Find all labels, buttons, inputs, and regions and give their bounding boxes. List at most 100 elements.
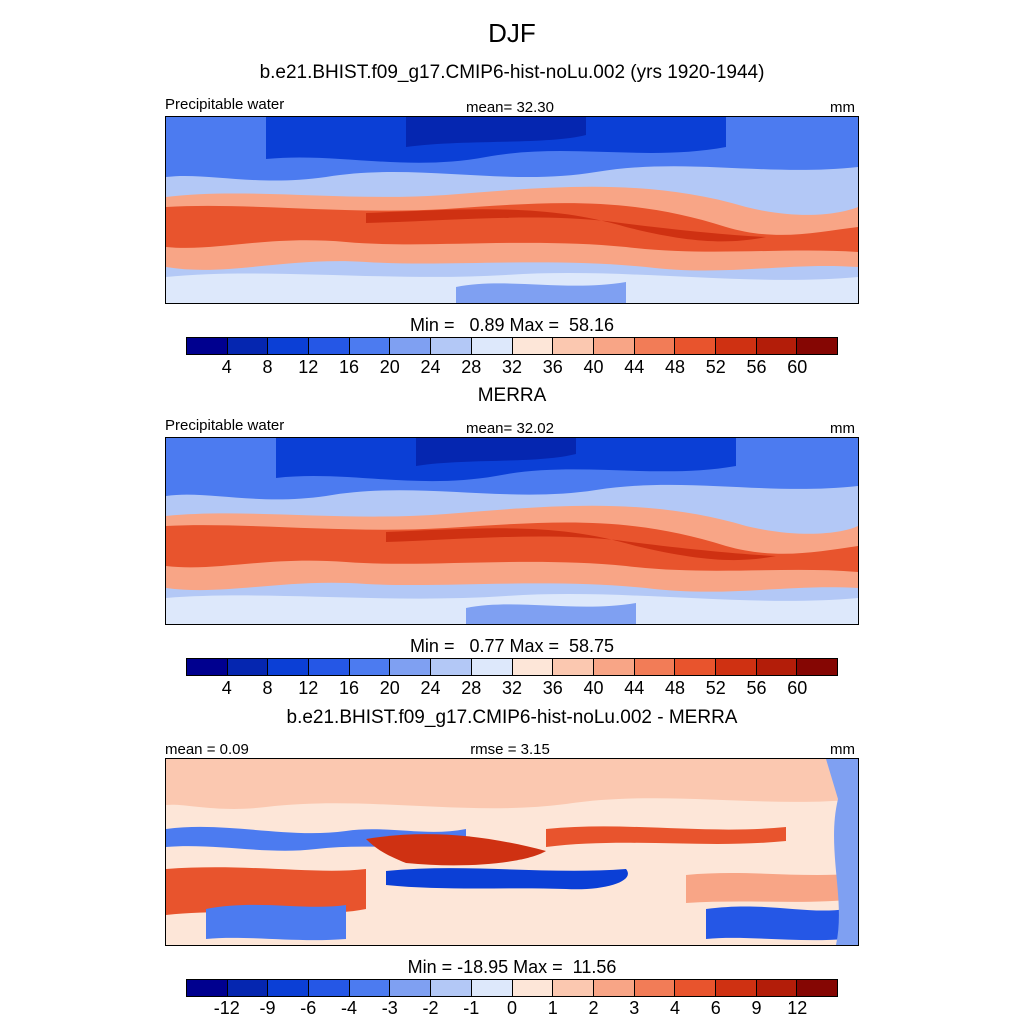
colorbar-swatch (756, 659, 798, 675)
colorbar-swatch (431, 659, 472, 675)
panel3-heading: b.e21.BHIST.f09_g17.CMIP6-hist-noLu.002 … (286, 707, 738, 728)
panel2-units-label: mm (830, 420, 855, 437)
colorbar-tick-label: 4 (221, 678, 232, 698)
colorbar-swatch (268, 338, 310, 354)
colorbar-swatch (431, 980, 472, 996)
colorbar-swatch (797, 659, 837, 675)
colorbar-swatch (431, 338, 472, 354)
colorbar-tick-label: 32 (501, 678, 523, 698)
panel2-heading: MERRA (477, 385, 547, 406)
colorbar-swatch (512, 659, 554, 675)
colorbar-tick-label: 16 (338, 357, 360, 377)
colorbar-swatch (390, 980, 432, 996)
colorbar-swatch (715, 980, 757, 996)
colorbar-tick-label: 24 (420, 357, 441, 377)
panel2-colorbar (186, 658, 838, 676)
panel2-minmax: Min = 0.77 Max = 58.75 (409, 636, 615, 656)
panel3-mean-label: mean = 0.09 (165, 741, 249, 758)
colorbar-swatch (675, 338, 716, 354)
colorbar-tick-label: 2 (588, 998, 599, 1018)
panel1-mean-label: mean= 32.30 (466, 99, 554, 116)
colorbar-swatch (390, 338, 432, 354)
colorbar-swatch (187, 659, 228, 675)
colorbar-swatch (471, 980, 513, 996)
colorbar-swatch (675, 659, 716, 675)
panel2-variable-label: Precipitable water (165, 417, 285, 434)
colorbar-swatch (553, 338, 594, 354)
colorbar-swatch (593, 980, 635, 996)
colorbar-swatch (634, 338, 676, 354)
colorbar-tick-label: 48 (664, 678, 686, 698)
colorbar-tick-label: 28 (461, 678, 482, 698)
panel3-map-field (166, 759, 858, 945)
colorbar-tick-label: 24 (420, 678, 441, 698)
colorbar-swatch (797, 338, 837, 354)
colorbar-swatch (797, 980, 837, 996)
colorbar-swatch (553, 659, 594, 675)
colorbar-swatch (512, 980, 554, 996)
colorbar-tick-label: 9 (751, 998, 762, 1018)
colorbar-swatch (593, 659, 635, 675)
colorbar-tick-label: 20 (379, 678, 400, 698)
panel1-variable-label: Precipitable water (165, 96, 285, 113)
colorbar-tick-label: 28 (461, 357, 482, 377)
colorbar-tick-label: 56 (746, 357, 767, 377)
colorbar-swatch (349, 338, 391, 354)
colorbar-tick-label: 32 (501, 357, 523, 377)
colorbar-tick-label: 0 (506, 998, 517, 1018)
colorbar-swatch (756, 338, 798, 354)
colorbar-tick-label: 40 (583, 357, 604, 377)
colorbar-swatch (309, 659, 350, 675)
panel2-colorbar-ticks: 4 8 12 16 20 24 28 32 36 40 44 48 52 56 60 (186, 678, 838, 700)
panel3-minmax: Min = -18.95 Max = 11.56 (407, 957, 617, 977)
colorbar-swatch (187, 980, 228, 996)
colorbar-tick-label: 16 (338, 678, 360, 698)
colorbar-swatch (471, 659, 513, 675)
panel1-minmax: Min = 0.89 Max = 58.16 (409, 315, 615, 335)
colorbar-tick-label: 1 (547, 998, 558, 1018)
colorbar-swatch (390, 659, 432, 675)
colorbar-swatch (634, 659, 676, 675)
panel1-map-field (166, 117, 858, 303)
panel1-units-label: mm (830, 99, 855, 116)
colorbar-swatch (309, 338, 350, 354)
colorbar-tick-label: 20 (379, 357, 400, 377)
panel3-units-label: mm (830, 741, 855, 758)
colorbar-tick-label: 4 (669, 998, 680, 1018)
panel1-heading: b.e21.BHIST.f09_g17.CMIP6-hist-noLu.002 … (259, 62, 765, 83)
colorbar-tick-label: 40 (583, 678, 604, 698)
colorbar-tick-label: 60 (787, 357, 808, 377)
panel3-map (165, 758, 859, 946)
panel2-map (165, 437, 859, 625)
colorbar-tick-label: -3 (381, 998, 398, 1018)
colorbar-tick-label: 36 (542, 357, 563, 377)
colorbar-tick-label: -6 (300, 998, 317, 1018)
colorbar-tick-label: -2 (422, 998, 439, 1018)
colorbar-tick-label: -12 (213, 998, 240, 1018)
panel3-colorbar (186, 979, 838, 997)
panel1-colorbar (186, 337, 838, 355)
colorbar-tick-label: 44 (624, 357, 645, 377)
colorbar-swatch (471, 338, 513, 354)
colorbar-swatch (227, 980, 269, 996)
colorbar-tick-label: 48 (664, 357, 686, 377)
colorbar-tick-label: 6 (710, 998, 721, 1018)
colorbar-tick-label: 52 (705, 678, 726, 698)
colorbar-swatch (715, 338, 757, 354)
colorbar-tick-label: 12 (787, 998, 808, 1018)
colorbar-swatch (268, 659, 310, 675)
colorbar-tick-label: 56 (746, 678, 767, 698)
colorbar-tick-label: -9 (259, 998, 276, 1018)
colorbar-swatch (268, 980, 310, 996)
colorbar-swatch (512, 338, 554, 354)
colorbar-swatch (756, 980, 798, 996)
colorbar-tick-label: 4 (221, 357, 232, 377)
panel3-rmse-label: rmse = 3.15 (470, 741, 550, 758)
colorbar-swatch (675, 980, 716, 996)
colorbar-swatch (715, 659, 757, 675)
colorbar-tick-label: 12 (298, 357, 319, 377)
colorbar-tick-label: 3 (629, 998, 640, 1018)
colorbar-swatch (593, 338, 635, 354)
panel3-colorbar-ticks: -12 -9 -6 -4 -3 -2 -1 0 1 2 3 4 6 9 12 (186, 998, 838, 1020)
colorbar-tick-label: 36 (542, 678, 563, 698)
